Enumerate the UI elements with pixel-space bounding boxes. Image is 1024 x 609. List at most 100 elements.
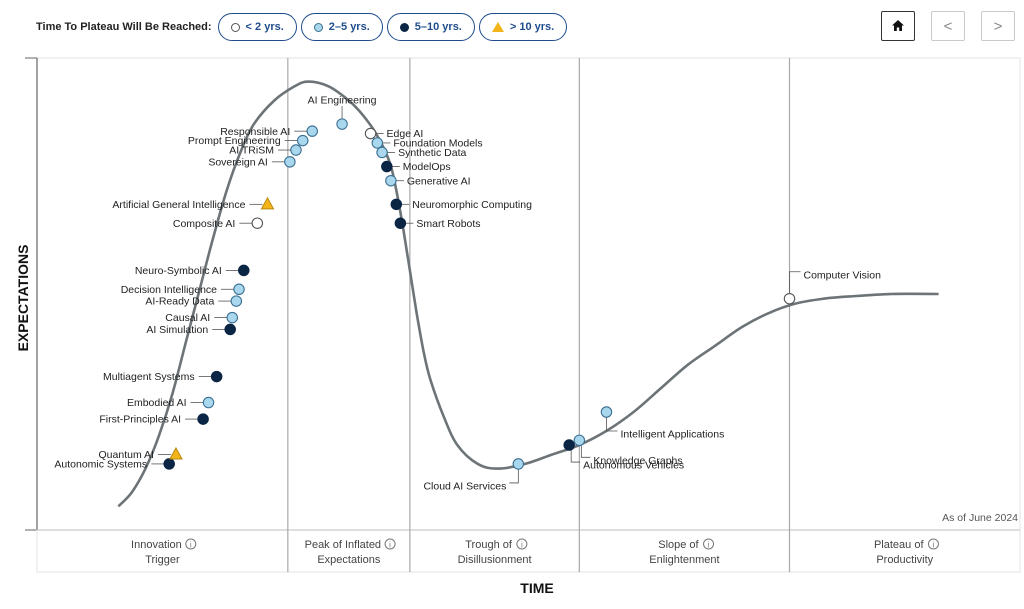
label-smart-robots: Smart Robots [416, 218, 480, 230]
phase-label-line2: Expectations [317, 554, 380, 566]
label-cloud-ai-services: Cloud AI Services [423, 481, 506, 493]
point-smart-robots [394, 217, 407, 229]
phase-label-line2: Trigger [145, 554, 180, 566]
label-embodied-ai: Embodied AI [127, 397, 187, 409]
info-icon [384, 538, 396, 550]
label-generative-ai: Generative AI [407, 175, 471, 187]
info-icon-glyph: i [708, 540, 710, 549]
leader-cloud-ai-services [509, 468, 519, 484]
chevron-left-icon: < [943, 17, 953, 35]
point-knowledge-graphs [573, 434, 586, 447]
label-ai-ready-data: AI-Ready Data [145, 296, 214, 308]
as-of-note: As of June 2024 [942, 512, 1018, 524]
point-ai-trism [290, 144, 302, 156]
point-ai-ready-data [230, 295, 243, 307]
label-responsible-ai: Responsible AI [220, 126, 290, 138]
label-ai-simulation: AI Simulation [146, 324, 208, 336]
label-artificial-general-intelligence: Artificial General Intelligence [112, 199, 245, 211]
legend-filter-2-5-years[interactable]: 2–5 yrs. [300, 13, 383, 41]
point-computer-vision [783, 292, 796, 305]
legend-title: Time To Plateau Will Be Reached: [36, 21, 212, 33]
previous-button[interactable]: < [931, 11, 965, 41]
point-neuromorphic-computing [390, 198, 403, 211]
info-icon-glyph: i [190, 540, 192, 549]
point-responsible-ai [306, 125, 318, 137]
leader-intelligent-applications [606, 417, 618, 432]
legend-label: 2–5 yrs. [328, 21, 370, 33]
phase-label: Slope of [658, 539, 699, 551]
phase-label: Peak of Inflated [305, 539, 381, 551]
label-quantum-ai: Quantum AI [99, 449, 154, 461]
phase-label-line2: Disillusionment [458, 554, 532, 566]
home-icon [892, 20, 904, 31]
phase-dividers: Innovation Trigger i Peak of Inflated Expect… [131, 58, 939, 572]
next-button[interactable]: > [981, 11, 1015, 41]
legend-filter-5-10-years[interactable]: 5–10 yrs. [386, 13, 475, 41]
label-knowledge-graphs: Knowledge Graphs [593, 455, 682, 467]
chevron-right-icon: > [993, 17, 1003, 35]
label-first-principles-ai: First-Principles AI [99, 414, 181, 426]
point-intelligent-applications [600, 406, 613, 418]
label-multiagent-systems: Multiagent Systems [103, 371, 195, 383]
info-icon [703, 538, 715, 550]
label-intelligent-applications: Intelligent Applications [620, 429, 724, 441]
label-composite-ai: Composite AI [173, 218, 235, 230]
legend-label: < 2 yrs. [245, 21, 284, 33]
label-decision-intelligence: Decision Intelligence [121, 284, 217, 296]
phase-label-line2: Enlightenment [649, 554, 719, 566]
label-edge-ai: Edge AI [387, 128, 424, 140]
point-embodied-ai [202, 396, 215, 409]
point-neuro-symbolic-ai [238, 264, 250, 277]
legend-label: > 10 yrs. [509, 21, 555, 33]
label-foundation-models: Foundation Models [393, 138, 482, 150]
label-modelops: ModelOps [403, 161, 451, 173]
info-icon-glyph: i [521, 540, 523, 549]
legend-label: 5–10 yrs. [414, 21, 462, 33]
info-icon-glyph: i [389, 540, 391, 549]
phase-band [36, 529, 1021, 573]
legend-filter-less-2-years[interactable]: < 2 yrs. [217, 13, 297, 41]
point-multiagent-systems [210, 370, 223, 383]
chart-frame [25, 57, 1021, 573]
point-autonomic-systems [163, 458, 175, 470]
label-autonomic-systems: Autonomic Systems [54, 459, 147, 471]
hype-curve [117, 80, 939, 508]
triangle-icon [491, 22, 504, 32]
x-axis-title: TIME [520, 580, 553, 596]
point-edge-ai [364, 127, 377, 140]
label-autonomous-vehicles: Autonomous Vehicles [583, 460, 684, 472]
legend: Time To Plateau Will Be Reached: < 2 yrs… [36, 11, 571, 43]
label-sovereign-ai: Sovereign AI [208, 156, 268, 168]
point-modelops [381, 160, 393, 173]
home-button[interactable] [881, 11, 915, 41]
point-foundation-models [371, 137, 384, 149]
label-ai-engineering: AI Engineering [308, 95, 377, 107]
point-generative-ai [385, 174, 397, 187]
point-ai-engineering [336, 118, 348, 130]
label-computer-vision: Computer Vision [804, 269, 882, 281]
info-icon [185, 538, 197, 550]
legend-filter-more-10-years[interactable]: > 10 yrs. [478, 13, 568, 41]
label-neuromorphic-computing: Neuromorphic Computing [412, 199, 532, 211]
circle-white-icon [230, 22, 240, 32]
point-artificial-general-intelligence [260, 196, 275, 210]
point-ai-simulation [224, 323, 236, 336]
point-sovereign-ai [284, 156, 296, 168]
label-causal-ai: Causal AI [165, 312, 210, 324]
technology-points [163, 118, 796, 470]
point-prompt-engineering [296, 134, 309, 147]
label-ai-trism: AI TRiSM [229, 145, 274, 157]
point-cloud-ai-services [512, 458, 525, 470]
point-first-principles-ai [197, 413, 209, 425]
leader-autonomous-vehicles [570, 450, 581, 463]
phase-label-line2: Productivity [876, 554, 933, 566]
point-causal-ai [226, 311, 238, 324]
info-icon-glyph: i [933, 540, 935, 549]
point-decision-intelligence [233, 283, 245, 296]
point-autonomous-vehicles [563, 439, 575, 451]
label-synthetic-data: Synthetic Data [398, 147, 466, 159]
label-prompt-engineering: Prompt Engineering [188, 135, 281, 147]
info-icon [516, 538, 528, 550]
